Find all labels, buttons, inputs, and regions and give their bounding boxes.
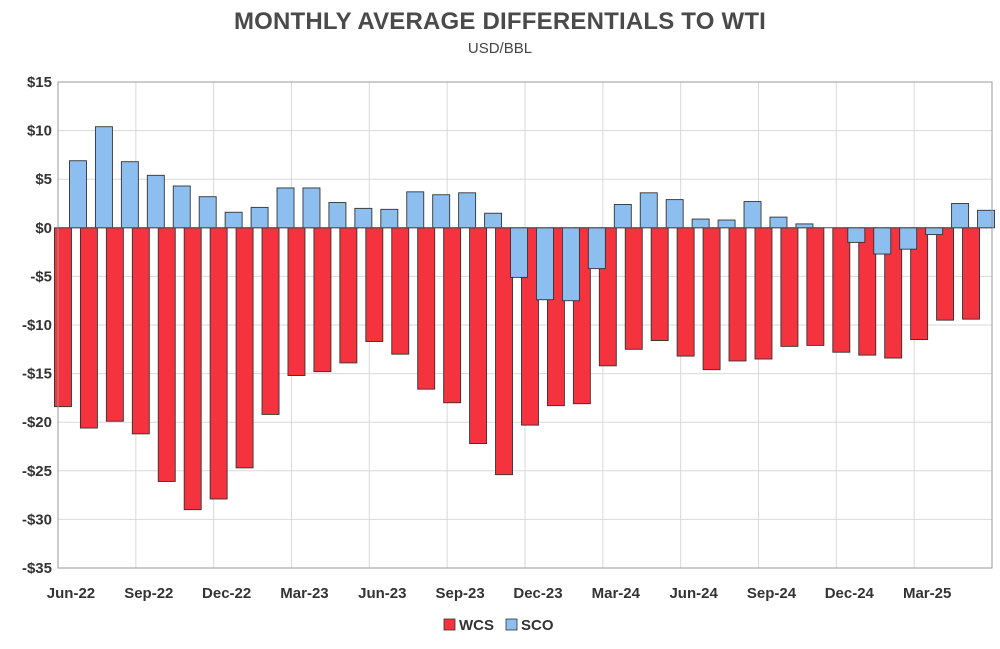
bar-sco: [380, 208, 399, 229]
bar-sco: [146, 174, 165, 229]
legend-label-sco: SCO: [521, 617, 554, 634]
bar-wcs: [391, 227, 410, 355]
x-tick-label: Mar-24: [592, 585, 641, 602]
bar-wcs: [287, 227, 306, 376]
bar-sco: [717, 219, 736, 229]
y-axis-ticks: $15 $10 $5 $0 -$5 -$10 -$15 -$20 -$25 -$30 -$35: [22, 74, 52, 577]
bar-wcs: [469, 227, 488, 445]
bar-wcs: [157, 227, 176, 482]
bar-wcs: [676, 227, 695, 357]
bar-wcs: [209, 227, 228, 500]
x-tick-label: Dec-23: [513, 585, 562, 602]
y-tick-label: $5: [35, 171, 52, 188]
bar-wcs: [858, 227, 877, 356]
bar-wcs: [832, 227, 851, 353]
bar-wcs: [365, 227, 384, 342]
x-tick-label: Mar-25: [903, 585, 951, 602]
bar-sco: [406, 191, 425, 229]
bar-sco: [691, 218, 710, 229]
y-tick-label: -$30: [22, 511, 52, 528]
bar-sco: [951, 203, 970, 229]
bar-sco: [587, 227, 606, 270]
legend-swatch-sco: [505, 618, 518, 631]
x-tick-label: Dec-22: [202, 585, 251, 602]
y-tick-label: $15: [27, 74, 52, 91]
y-tick-label: -$15: [22, 366, 52, 383]
bar-sco: [432, 194, 451, 229]
bar-sco: [769, 216, 788, 229]
bar-wcs: [261, 227, 280, 415]
chart-title: MONTHLY AVERAGE DIFFERENTIALS TO WTI: [233, 8, 767, 35]
x-tick-label: Jun-24: [669, 585, 718, 602]
bar-wcs: [443, 227, 462, 404]
bar-sco: [510, 227, 528, 278]
bar-sco: [795, 223, 814, 229]
y-tick-label: -$20: [22, 414, 52, 431]
bar-sco: [302, 187, 321, 229]
legend-swatch-wcs: [443, 618, 456, 631]
bar-sco: [899, 227, 918, 250]
y-tick-label: -$35: [22, 560, 52, 577]
x-tick-label: Sep-24: [747, 585, 797, 602]
bar-sco: [925, 227, 944, 236]
bar-sco: [873, 227, 892, 255]
bar-wcs: [131, 227, 150, 435]
bar-wcs: [806, 227, 825, 346]
bar-sco: [198, 196, 217, 229]
x-tick-label: Jun-22: [47, 585, 95, 602]
bar-wcs: [650, 227, 669, 342]
bar-sco: [665, 199, 684, 229]
x-tick-label: Jun-23: [358, 585, 406, 602]
bar-sco: [536, 227, 554, 301]
x-tick-label: Sep-23: [436, 585, 485, 602]
bar-sco: [354, 207, 373, 229]
y-tick-label: $10: [27, 123, 52, 140]
bar-wcs: [183, 227, 202, 511]
bar-sco: [484, 212, 503, 229]
bar-sco: [613, 204, 632, 229]
x-axis-ticks: Jun-22 Sep-22 Dec-22 Mar-23 Jun-23 Sep-23 Dec-…: [47, 585, 952, 602]
bar-sco: [69, 160, 87, 229]
y-tick-label: -$10: [22, 317, 52, 334]
y-tick-label: $0: [35, 220, 52, 237]
bar-wcs: [624, 227, 643, 350]
legend: WCS SCO: [443, 617, 554, 634]
bar-wcs: [754, 227, 773, 360]
bar-sco: [276, 187, 295, 229]
bar-sco: [458, 192, 477, 229]
bar-wcs: [417, 227, 436, 390]
bar-sco: [847, 227, 866, 243]
x-tick-label: Sep-22: [124, 585, 173, 602]
bar-wcs: [702, 227, 721, 371]
bar-wcs: [780, 227, 799, 347]
bar-wcs: [936, 227, 955, 321]
bar-sco: [120, 161, 139, 229]
bar-wcs: [495, 227, 513, 476]
bar-sco: [639, 192, 658, 229]
y-tick-label: -$5: [30, 268, 52, 285]
x-tick-label: Mar-23: [280, 585, 328, 602]
chart-subtitle: USD/BBL: [467, 40, 533, 57]
bar-wcs: [235, 227, 254, 469]
bar-sco: [561, 227, 580, 302]
bar-wcs: [339, 227, 358, 364]
x-tick-label: Dec-24: [825, 585, 875, 602]
y-tick-label: -$25: [22, 463, 52, 480]
bar-sco: [94, 126, 113, 229]
bar-sco: [328, 202, 347, 229]
bar-sco: [743, 201, 762, 229]
bar-sco: [250, 206, 269, 229]
bar-wcs: [105, 227, 124, 422]
bar-wcs: [962, 227, 980, 320]
bar-wcs: [728, 227, 747, 362]
bar-sco: [224, 211, 243, 229]
bar-marks: [54, 126, 995, 511]
bar-wcs: [54, 227, 72, 408]
bar-sco: [172, 185, 191, 229]
bar-wcs: [79, 227, 98, 429]
plot-frame: [57, 81, 993, 569]
legend-label-wcs: WCS: [459, 617, 494, 634]
bar-wcs: [313, 227, 332, 373]
